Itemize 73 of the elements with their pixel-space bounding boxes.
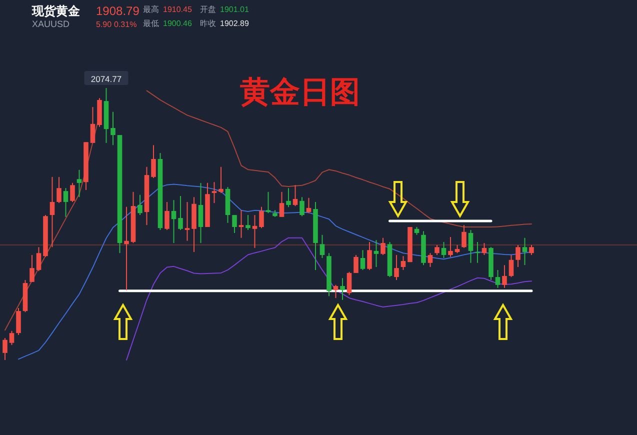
candlestick [279,191,284,218]
candlestick [428,252,433,268]
text: 0.31% [114,20,137,29]
candlestick [394,254,399,281]
text: XAUUSD [32,19,70,29]
candlestick [138,194,142,216]
candlestick [475,241,480,264]
candlestick [198,182,204,244]
candlestick [178,195,183,230]
candlestick [306,197,312,214]
candlestick [90,106,96,144]
candlestick [246,214,250,230]
candlestick [516,244,520,268]
candlestick [164,201,170,230]
candlestick [333,284,338,298]
candlestick [354,254,358,274]
candlestick [374,240,379,268]
text: 1902.89 [220,19,250,28]
candlestick [36,246,42,272]
candlestick [292,184,298,207]
candlestick [9,330,14,346]
candlestick [380,237,386,256]
text: 最低 [143,19,159,28]
candlestick [434,244,440,256]
candlestick [367,241,372,270]
text: 昨收 [200,19,216,28]
candlestick [70,182,75,202]
candlestick [340,278,345,300]
candlestick [502,264,507,288]
candlestick [286,188,291,208]
text: 1910.45 [163,5,192,14]
candlestick [30,254,34,282]
candlestick [495,269,500,288]
text: 开盘 [200,5,216,14]
candlestick [320,234,325,258]
candlestick [468,229,474,264]
text: 现货黄金 [31,4,81,18]
candlestick [212,182,217,204]
candlestick [218,166,224,194]
candlestick [252,214,258,248]
candlestick [2,337,8,360]
candlestick [400,256,406,270]
candlestick [346,271,352,296]
candlestick [259,206,264,229]
candlestick [266,191,271,214]
candlestick [63,188,68,218]
text: 1901.01 [220,5,250,14]
candlestick [462,224,466,248]
candlestick [16,308,21,336]
annotation: 2074.77 [90,74,122,84]
candlestick [522,237,528,266]
candlestick [76,169,82,198]
candlestick [441,241,446,258]
candlestick [232,214,237,234]
text: 最高 [143,5,159,14]
candlestick [184,201,190,242]
chart-title: 黄金日图 [240,76,360,109]
candlestick [238,210,244,238]
candlestick [151,144,156,179]
text: 1900.46 [163,19,192,28]
text: 5.90 [96,20,112,29]
candlestick [360,250,366,270]
candlestick [171,200,176,244]
candlestick [482,242,487,256]
candlestick [50,176,55,248]
candlestick [300,196,304,217]
candlestick [110,111,116,146]
candlestick [529,244,534,256]
candlestick [508,254,514,278]
candlestick [56,176,62,204]
text: 1908.79 [96,4,140,18]
candlestick [448,236,453,258]
candlestick [124,206,129,291]
